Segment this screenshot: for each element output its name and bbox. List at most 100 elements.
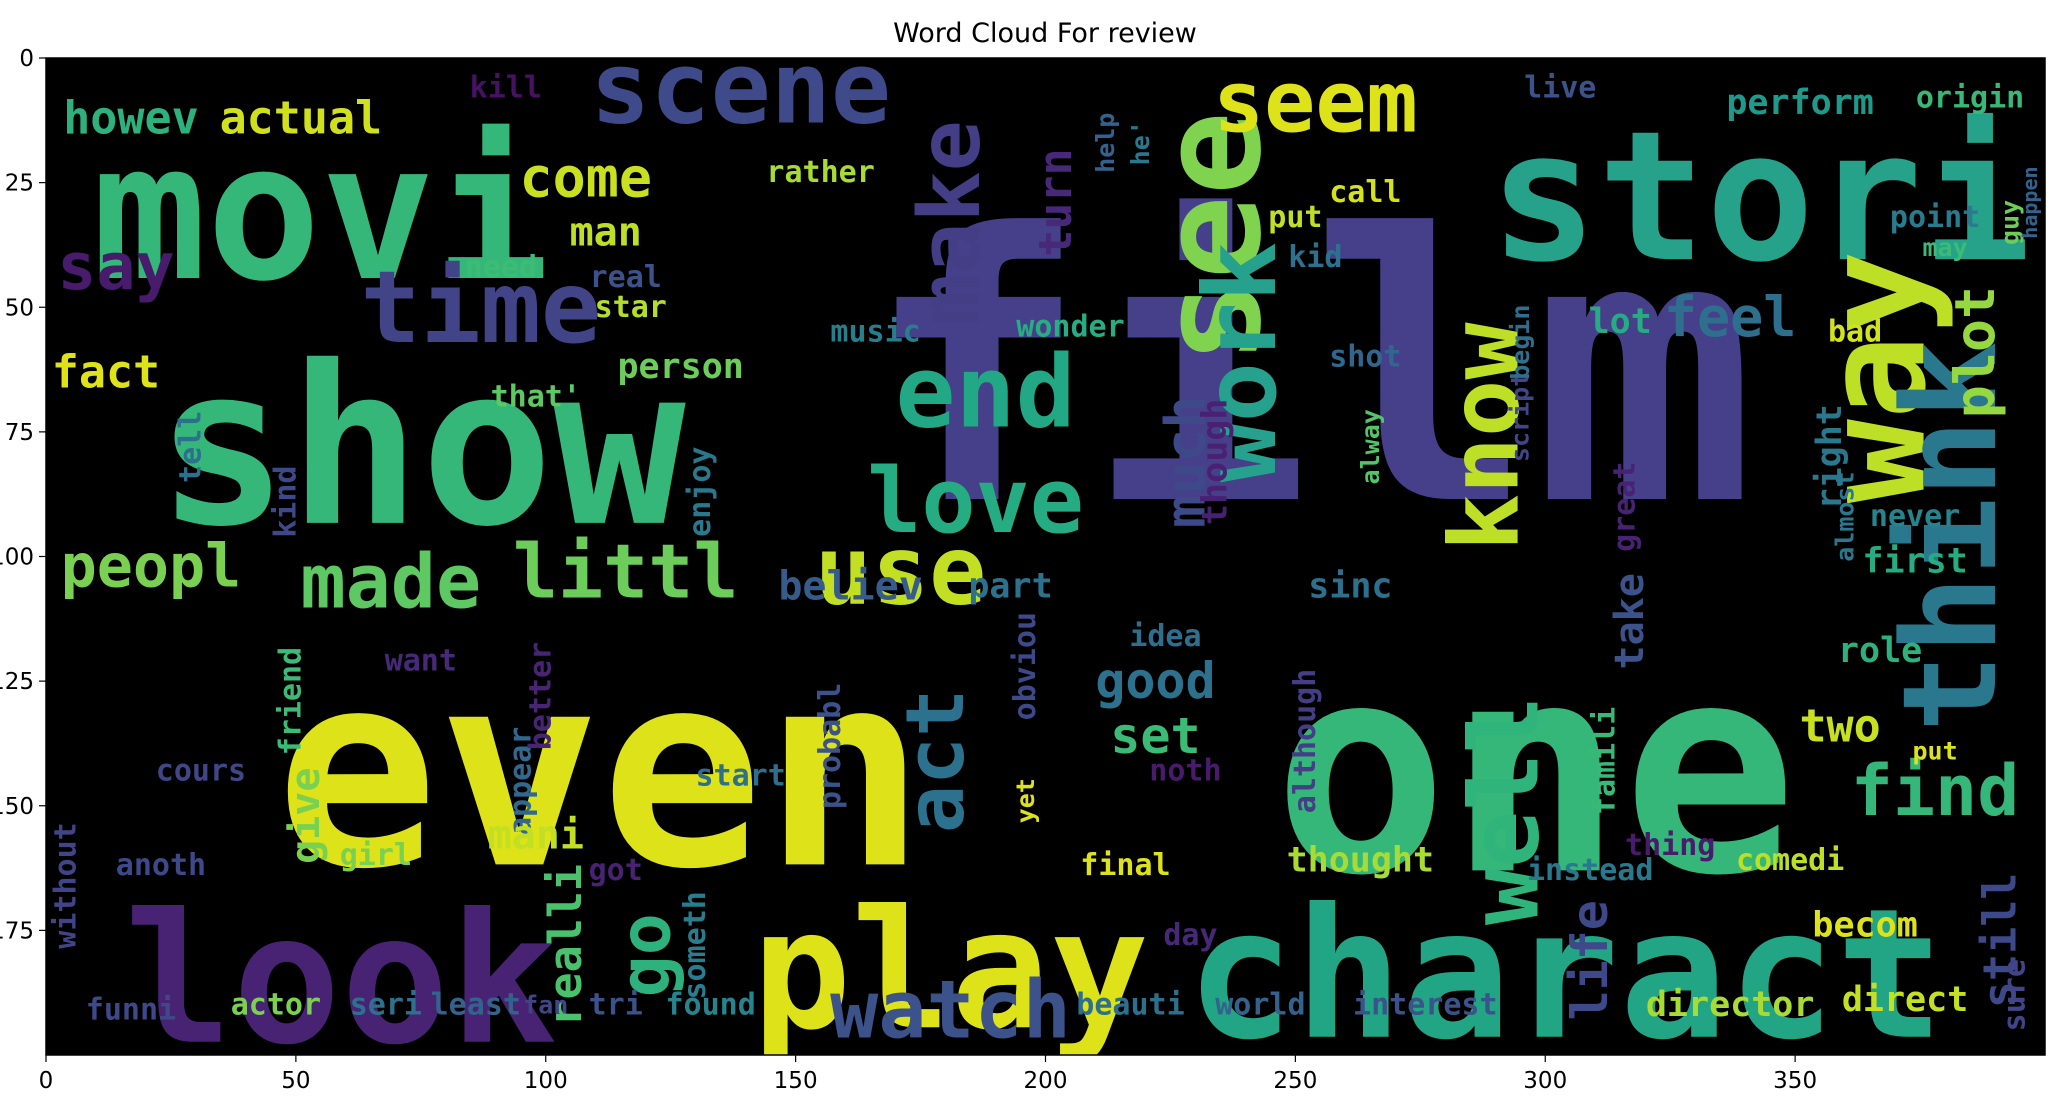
word-person: person [617, 347, 743, 387]
word-someth: someth [678, 891, 713, 999]
word-cours: cours [156, 753, 246, 788]
word-girl: girl [340, 838, 412, 873]
word-friend: friend [273, 647, 308, 755]
word-turn: turn [1029, 148, 1082, 256]
y-tick-label: 150 [0, 794, 34, 820]
word-work: work [1182, 242, 1299, 483]
word-real: real [590, 260, 662, 295]
word-act: act [889, 689, 982, 834]
word-live: live [1524, 70, 1596, 105]
x-tick-label: 250 [1273, 1068, 1317, 1094]
word-take: take [1607, 573, 1653, 669]
word-see: see [1129, 111, 1292, 364]
word-direct: direct [1842, 980, 1968, 1020]
x-tick-label: 350 [1773, 1068, 1817, 1094]
x-tick-label: 0 [39, 1068, 54, 1094]
word-part: part [968, 566, 1052, 606]
word-found: found [666, 988, 756, 1023]
word-happen: happen [2018, 166, 2042, 238]
word-charact: charact [1186, 871, 1944, 1080]
word-kind: kind [268, 466, 303, 538]
word-fact: fact [52, 346, 160, 399]
word-origin: origin [1916, 80, 2024, 115]
word-right: right [1810, 404, 1850, 509]
y-tick-label: 125 [0, 669, 34, 695]
word-sure: sure [1998, 959, 2033, 1031]
word-that': that' [491, 379, 581, 414]
word-role: role [1838, 631, 1922, 671]
word-perform: perform [1726, 83, 1874, 123]
word-seri: seri [350, 988, 422, 1023]
word-beauti: beauti [1076, 988, 1184, 1023]
word-world: world [1215, 988, 1305, 1023]
word-seem: seem [1213, 53, 1418, 152]
word-two: two [1799, 699, 1880, 752]
word-play: play [752, 874, 1149, 1066]
word-tell: tell [173, 411, 208, 483]
word-mani: mani [488, 813, 584, 859]
word-noth: noth [1149, 753, 1221, 788]
word-put: put [1268, 200, 1322, 235]
word-enjoy: enjoy [683, 447, 718, 537]
word-much: much [1153, 396, 1217, 528]
chart-title: Word Cloud For review [893, 18, 1197, 49]
word-scene: scene [590, 29, 891, 146]
word-call: call [1329, 175, 1401, 210]
word-fan: fan [523, 991, 568, 1020]
word-show: show [156, 319, 686, 575]
word-guy: guy [1996, 200, 2025, 245]
x-tick-label: 300 [1523, 1068, 1567, 1094]
word-comedi: comedi [1736, 843, 1844, 878]
word-actual: actual [220, 91, 383, 144]
word-wonder: wonder [1016, 310, 1124, 345]
word-time: time [361, 249, 602, 366]
word-music: music [830, 315, 920, 350]
word-movi: movi [92, 102, 549, 323]
word-man: man [570, 209, 642, 255]
word-good: good [1095, 652, 1215, 710]
word-funni: funni [86, 993, 176, 1028]
word-point: point [1890, 200, 1980, 235]
word-think: think [1874, 341, 2026, 732]
word-instead: instead [1527, 853, 1653, 888]
word-final: final [1080, 848, 1170, 883]
y-tick-label: 100 [0, 545, 34, 571]
word-begin: begin [1506, 305, 1535, 380]
word-howev: howev [63, 91, 198, 144]
word-yet: yet [1011, 778, 1040, 823]
y-tick-label: 175 [0, 918, 34, 944]
word-almost: almost [1831, 471, 1860, 561]
word-realli: realli [539, 864, 592, 1027]
word-give: give [283, 768, 329, 864]
y-tick-label: 75 [5, 420, 34, 446]
word-use: use [815, 516, 987, 626]
word-kid: kid [1288, 240, 1342, 275]
word-made: made [301, 537, 482, 625]
x-tick-label: 100 [524, 1068, 568, 1094]
word-may: may [1922, 233, 1967, 262]
word-know: know [1430, 322, 1540, 552]
x-axis: 0 50 100 150 200 250 300 350 [39, 1055, 1817, 1094]
word-got: got [589, 853, 643, 888]
word-watch: watch [830, 964, 1071, 1057]
word-though: though [1195, 399, 1235, 525]
word-end: end [895, 333, 1075, 450]
word-sinc: sinc [1308, 566, 1392, 606]
word-come: come [520, 146, 652, 210]
word-great: great [1608, 461, 1643, 551]
word-although: although [1288, 669, 1323, 814]
word-without: without [48, 822, 83, 948]
word-look: look [124, 876, 557, 1085]
word-day: day [1163, 918, 1217, 953]
word-least: least [431, 988, 521, 1023]
word-say: say [57, 230, 174, 305]
word-stori: stori [1489, 93, 2031, 302]
word-rather: rather [766, 155, 874, 190]
word-first: first [1862, 541, 1967, 581]
word-tri: tri [589, 988, 643, 1023]
word-alway: alway [1356, 409, 1385, 484]
word-kill: kill [470, 70, 542, 105]
word-never: never [1870, 499, 1960, 534]
word-appear: appear [503, 727, 538, 835]
